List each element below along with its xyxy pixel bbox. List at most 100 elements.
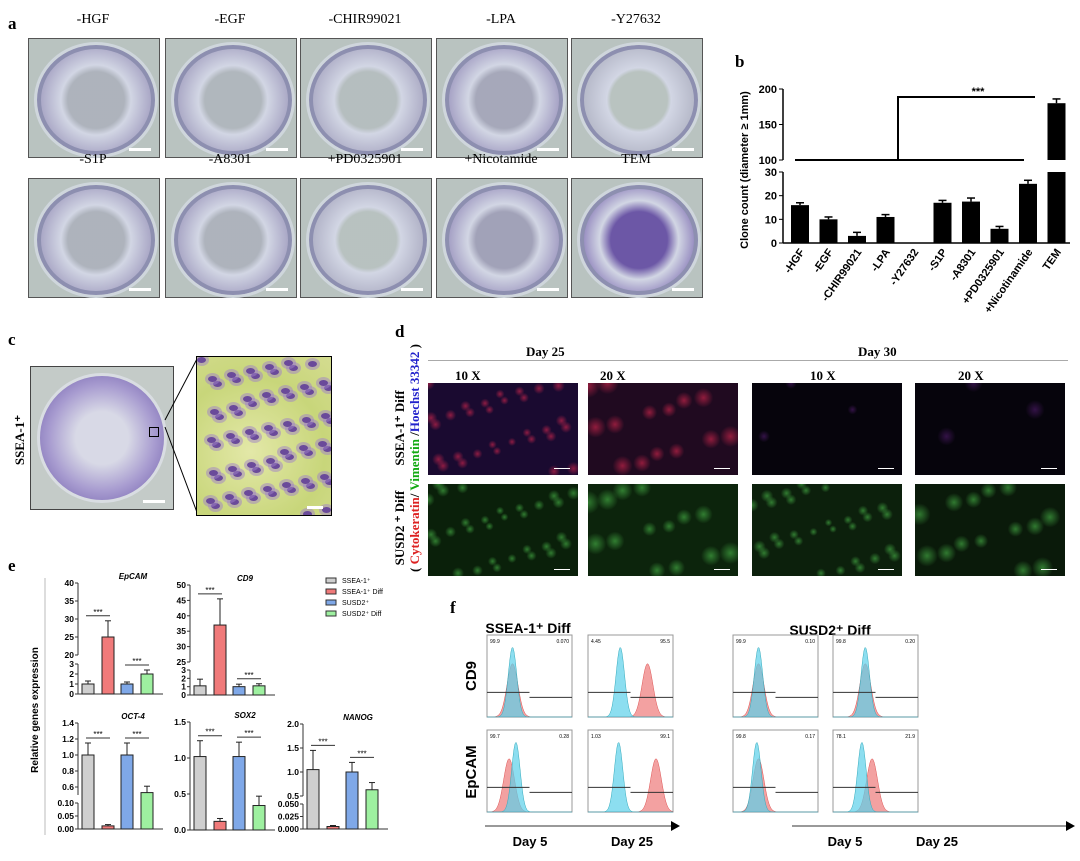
dish-label: -CHIR99021	[328, 12, 402, 27]
y-tick-label: 100	[759, 155, 777, 167]
y-tick-label: 0	[181, 690, 186, 700]
y-tick-label: 2	[69, 669, 74, 679]
marker-label: CD9	[463, 661, 480, 691]
dish-label: +PD0325901	[327, 152, 403, 167]
gate-right-value: 0.070	[556, 639, 569, 645]
y-tick-label: 35	[65, 596, 75, 606]
y-tick-label: 45	[177, 595, 187, 605]
day-label: Day 5	[513, 834, 548, 849]
y-tick-label: 0	[771, 238, 777, 250]
y-tick-label: 0.05	[57, 811, 74, 821]
bar	[252, 685, 266, 696]
gate-right-value: 0.17	[805, 734, 815, 740]
cell	[229, 405, 238, 411]
bar	[345, 771, 359, 830]
gate-right-value: 21.9	[905, 734, 915, 740]
dish-image	[300, 178, 432, 298]
significance-stars: ***	[93, 608, 102, 617]
cell	[306, 483, 315, 489]
cell	[301, 478, 310, 484]
x-tick-label: -HGF	[782, 247, 807, 276]
bar	[232, 756, 246, 831]
cell	[249, 495, 258, 501]
bar	[193, 756, 207, 831]
gate-left-value: 99.9	[490, 639, 500, 645]
y-tick-label: 40	[65, 578, 75, 588]
histogram-plot	[832, 634, 919, 718]
cell	[325, 479, 331, 485]
significance-stars: ***	[132, 657, 141, 666]
cell	[213, 381, 222, 387]
cell	[228, 466, 237, 472]
cell	[326, 418, 331, 424]
day25-header: Day 25	[526, 344, 565, 359]
dish-image	[436, 178, 568, 298]
gate-right-value: 0.28	[559, 734, 569, 740]
cell	[245, 429, 254, 435]
cell	[318, 441, 327, 447]
y-tick-label: 0.0	[174, 825, 186, 835]
dish-label: -S1P	[79, 152, 107, 167]
x-tick-label: -Y27632	[888, 247, 922, 288]
y-tick-label: 2.0	[287, 719, 299, 729]
day-label: Day 25	[611, 834, 653, 849]
group-title: SSEA-1⁺ Diff	[485, 620, 571, 636]
fluorescence-image	[428, 484, 578, 576]
significance-stars: ***	[972, 86, 986, 98]
bar	[365, 789, 379, 830]
cell	[234, 410, 243, 416]
y-tick-label: 1.0	[62, 750, 74, 760]
gate-right-value: 0.10	[805, 639, 815, 645]
bar	[140, 673, 154, 695]
y-tick-label: 2	[181, 673, 186, 683]
cell	[322, 507, 331, 513]
bar	[326, 826, 340, 830]
cell	[284, 360, 293, 366]
y-tick-label: 200	[759, 84, 777, 96]
x-tick-label: -LPA	[869, 247, 893, 274]
day-divider	[428, 360, 1068, 361]
dish-image	[28, 38, 160, 158]
legend-label: SUSD2⁺ Diff	[342, 611, 381, 618]
y-tick-label: 3	[69, 659, 74, 669]
cell	[266, 458, 275, 464]
bar	[962, 201, 980, 243]
gene-title: OCT-4	[121, 712, 145, 721]
histogram-plot	[732, 729, 819, 813]
cell	[197, 357, 206, 363]
y-tick-label: 50	[177, 580, 187, 590]
cell	[262, 392, 271, 398]
arrow-head	[671, 821, 680, 831]
cell	[303, 511, 312, 515]
cell	[319, 380, 328, 386]
bar	[81, 683, 95, 695]
fluorescence-image	[915, 484, 1065, 576]
gate-right-value: 99.1	[660, 734, 670, 740]
y-tick-label: 10	[765, 214, 777, 226]
y-tick-label: 1.0	[174, 753, 186, 763]
y-tick-label: 1.5	[174, 717, 186, 727]
cell	[270, 369, 279, 375]
x-tick-label: -S1P	[926, 247, 950, 274]
cell	[226, 433, 235, 439]
y-tick-label: 25	[177, 657, 187, 667]
cell	[265, 364, 274, 370]
histogram-day5	[487, 741, 572, 813]
cell	[212, 442, 221, 448]
bar	[306, 769, 320, 830]
y-tick-label: 1.5	[287, 743, 299, 753]
gate-right-value: 0.20	[905, 639, 915, 645]
panel-label-d: d	[395, 322, 405, 341]
histogram-day5	[487, 647, 572, 718]
cell	[307, 422, 316, 428]
cell	[251, 373, 260, 379]
significance-stars: ***	[357, 749, 366, 758]
cell	[210, 409, 219, 415]
group-title: SUSD2⁺ Diff	[789, 622, 871, 638]
dish-label: -HGF	[76, 12, 110, 27]
cell	[286, 393, 295, 399]
cell	[231, 438, 240, 444]
bar	[120, 754, 134, 830]
